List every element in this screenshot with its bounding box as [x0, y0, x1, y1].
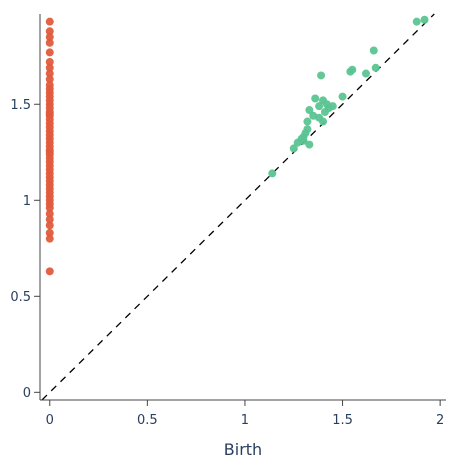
data-point	[45, 33, 54, 42]
data-point	[371, 63, 380, 72]
plot-area	[41, 13, 435, 401]
y-tick-label: 0	[23, 386, 31, 401]
data-point	[338, 92, 347, 101]
diagonal-line	[41, 13, 435, 401]
data-point	[412, 17, 421, 26]
data-point	[303, 125, 312, 134]
data-point	[268, 169, 277, 178]
data-point	[45, 228, 54, 237]
data-point	[420, 15, 429, 24]
x-tick-label: 0	[46, 413, 54, 428]
data-point	[45, 215, 54, 224]
axes: 0 0.5 1 1.5 2 0 0.5 1 1.5	[10, 14, 446, 428]
data-point	[311, 94, 320, 103]
data-point	[45, 75, 54, 84]
data-point	[315, 102, 324, 111]
data-point	[369, 46, 378, 55]
x-tick-label: 0.5	[137, 413, 158, 428]
series-0	[45, 17, 54, 276]
data-point	[289, 144, 298, 153]
x-tick-label: 1.5	[332, 413, 353, 428]
data-point	[45, 234, 54, 243]
data-point	[45, 48, 54, 57]
data-point	[348, 65, 357, 74]
data-point	[45, 27, 54, 36]
data-point	[317, 71, 326, 80]
data-point	[45, 63, 54, 72]
data-point	[45, 109, 54, 118]
data-point	[303, 117, 312, 126]
y-tick-label: 0.5	[10, 290, 31, 305]
data-point	[328, 102, 337, 111]
data-point	[319, 117, 328, 126]
x-axis-title: Birth	[224, 440, 262, 459]
data-point	[45, 69, 54, 78]
x-tick-label: 1	[241, 413, 249, 428]
data-point	[45, 267, 54, 276]
data-point	[45, 203, 54, 212]
x-tick-label: 2	[436, 413, 444, 428]
data-point	[361, 69, 370, 78]
series-1	[268, 15, 429, 178]
data-point	[45, 148, 54, 157]
data-point	[45, 38, 54, 47]
data-point	[299, 136, 308, 145]
data-point	[45, 221, 54, 230]
data-point	[305, 140, 314, 149]
data-point	[45, 17, 54, 26]
y-tick-label: 1	[23, 194, 31, 209]
data-point	[45, 58, 54, 67]
data-point	[45, 209, 54, 218]
data-point	[305, 106, 314, 115]
y-tick-label: 1.5	[10, 98, 31, 113]
